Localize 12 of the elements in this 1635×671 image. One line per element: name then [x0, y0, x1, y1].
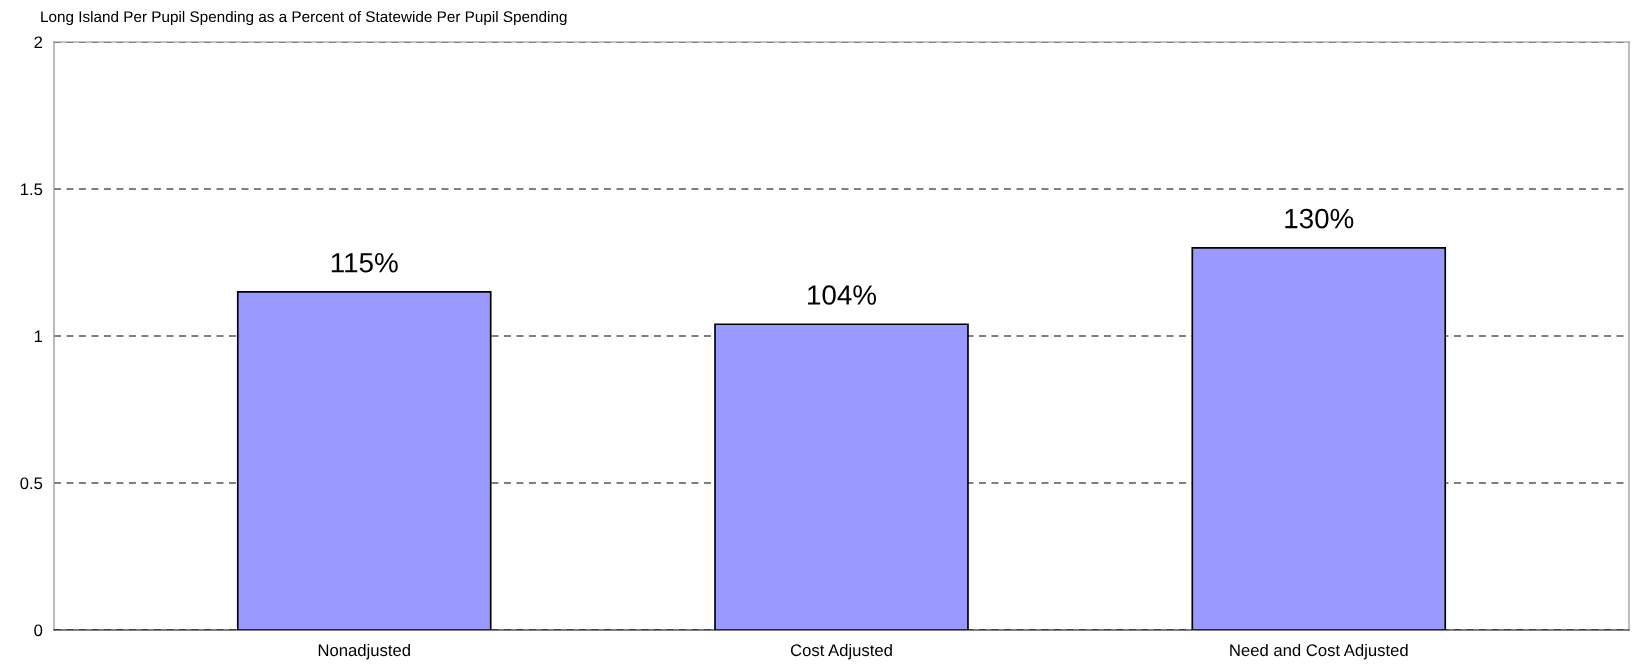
- x-tick-label: Need and Cost Adjusted: [1230, 643, 1408, 660]
- x-tick-label: Nonadjusted: [318, 643, 410, 660]
- chart-title: Long Island Per Pupil Spending as a Percent of Statewide Per Pupil Spending: [41, 10, 567, 26]
- y-tick-label: 2: [34, 36, 43, 49]
- y-tick-label: 0.5: [20, 477, 43, 490]
- x-tick-label: Cost Adjusted: [790, 643, 892, 660]
- data-label: 130%: [1285, 208, 1354, 229]
- y-tick-label: 1.5: [20, 183, 43, 196]
- y-tick-label: 0: [34, 624, 43, 637]
- data-label: 115%: [331, 252, 398, 273]
- data-label: 104%: [808, 285, 877, 305]
- y-tick-label: 1: [34, 330, 43, 343]
